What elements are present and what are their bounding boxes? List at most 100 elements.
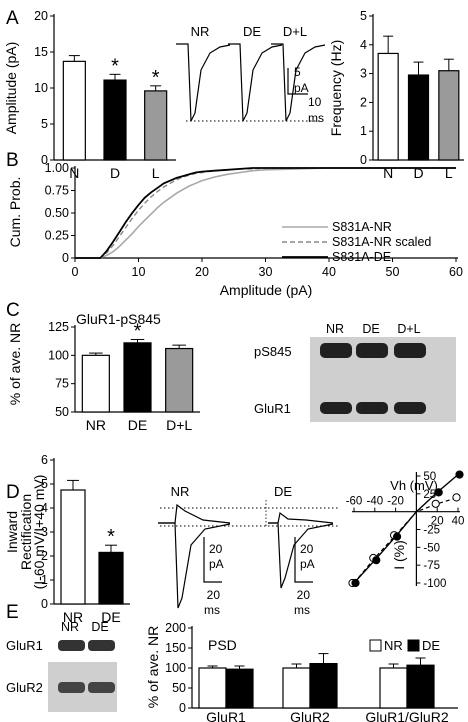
rectification-ytick-label: 4 (41, 501, 48, 515)
cdf-ytick-label: 0.50 (45, 206, 69, 220)
pS845-ytick-label: 100 (48, 348, 69, 362)
rectification-ytick-label: 6 (41, 453, 48, 467)
a-trace-dplusl (271, 43, 326, 122)
pS845-bar (123, 342, 152, 413)
rectification-bar (60, 489, 86, 605)
frequency-category-label: D (413, 165, 423, 181)
cdf-series-line (75, 167, 456, 259)
d-trace-label: DE (274, 484, 292, 499)
psd-ytick-label: 50 (172, 681, 186, 695)
rectification-axis-title-ratio: (I-60 mV/I+40 mV) (31, 475, 47, 590)
rectification-ytick-label: 2 (41, 549, 48, 563)
cdf-xtick-label: 0 (72, 265, 79, 279)
pS845-ytick-label: 125 (48, 320, 69, 334)
pS845-bar (81, 354, 110, 413)
c-blot-lane-label: DE (362, 322, 379, 336)
iv-point-nr (431, 499, 440, 508)
a-scale-x-value: 10 (308, 95, 322, 109)
iv-point-de (351, 578, 360, 588)
psd-ytick-label: 100 (165, 661, 186, 675)
pS845-category-label: D+L (166, 417, 192, 433)
psd-bar-de (406, 664, 435, 709)
pS845-significance-star: * (134, 320, 142, 342)
iv-xtick-label: -20 (387, 496, 404, 508)
c-blot-band (356, 343, 388, 358)
a-trace-nr (176, 43, 231, 122)
psd-legend-swatch (369, 639, 382, 652)
frequency-ytick-label: 1 (360, 124, 367, 138)
a-scale-y-unit: pA (294, 81, 309, 95)
iv-ytick-label: -100 (423, 578, 446, 590)
cdf-xtick-label: 60 (449, 265, 463, 279)
panel-letter-c: C (6, 300, 20, 321)
iv-xtick-label: -60 (346, 496, 363, 508)
e-western-blot: NR DE (48, 620, 117, 712)
e-blot-band (88, 640, 115, 651)
rectification-axis-title-line1: Inward (4, 511, 20, 553)
psd-category-label: GluR1 (206, 709, 246, 722)
panel-letters: A B C D E (6, 8, 20, 623)
rectification-ytick-label: 0 (41, 597, 48, 611)
pS845-category-label: NR (86, 417, 106, 433)
panel-letter-a: A (6, 8, 19, 29)
c-western-blot: NR DE D+L (310, 322, 456, 422)
psd-ytick-label: 200 (165, 621, 186, 635)
psd-category-label: GluR1/GluR2 (365, 709, 448, 722)
cdf-legend-label: S831A-NR scaled (332, 235, 431, 249)
frequency-ytick-label: 0 (360, 153, 367, 167)
d-trace-outward (268, 511, 334, 524)
d-scale-x-value: 20 (207, 588, 221, 602)
cdf-xtick-label: 30 (259, 265, 273, 279)
d-scale-x-value: 20 (297, 588, 311, 602)
frequency-category-label: L (445, 165, 453, 181)
frequency-bar (377, 52, 399, 161)
rectification-ytick-label: 3 (41, 525, 48, 539)
frequency-ytick-label: 3 (360, 67, 367, 81)
pS845-axis-title: % of ave. NR (7, 323, 23, 405)
psd-ytick-label: 150 (165, 641, 186, 655)
cdf-xtick-label: 50 (386, 265, 400, 279)
frequency-bar (407, 74, 430, 161)
a-trace-label: DE (243, 24, 261, 39)
rectification-category-label: NR (63, 609, 83, 625)
amplitude-ytick-label: 0 (41, 153, 48, 167)
a-scale-bar (287, 68, 308, 95)
psd-ytick-label: 0 (179, 701, 186, 715)
amplitude-category-label: N (69, 165, 79, 181)
amplitude-bar (144, 90, 168, 161)
psd-category-label: GluR2 (290, 709, 330, 722)
cdf-series-line (75, 167, 456, 259)
iv-point-de (434, 488, 443, 497)
rectification-significance-star: * (107, 526, 115, 548)
amplitude-bar (103, 79, 127, 161)
amplitude-category-label: D (110, 165, 120, 181)
psd-legend-swatch (407, 639, 420, 652)
rectification-ytick-label: 5 (41, 477, 48, 491)
amplitude-ytick-label: 10 (34, 81, 48, 95)
c-blot-band (320, 402, 352, 414)
frequency-bar (438, 70, 460, 161)
psd-bar-de (309, 662, 338, 709)
iv-ytick-label: 50 (423, 471, 436, 483)
d-scale-y-value: 20 (209, 542, 223, 556)
cdf-xtick-label: 10 (132, 265, 146, 279)
cdf-xtick-label: 40 (322, 265, 336, 279)
d-scale-bar-de (294, 537, 313, 583)
cdf-ytick-label: 0.25 (45, 229, 69, 243)
frequency-axis-title: Frequency (Hz) (328, 40, 344, 136)
amplitude-ytick-label: 20 (34, 9, 48, 23)
panel-letter-d: D (6, 482, 20, 503)
psd-axis-title: % of ave. NR (145, 626, 161, 708)
a-trace-label: NR (191, 24, 210, 39)
c-blot-lane-label: NR (326, 322, 344, 336)
frequency-category-label: N (383, 165, 393, 181)
rectification-bar (98, 551, 124, 605)
iv-xtick-label: 40 (452, 516, 465, 528)
iv-ytick-label: 25 (423, 489, 436, 501)
iv-ytick-label: -75 (423, 560, 440, 572)
e-blot-lane-label: NR (61, 620, 79, 634)
psd-bar-nr (282, 667, 311, 709)
e-blot-band (88, 682, 115, 693)
d-scale-y-value: 20 (300, 542, 314, 556)
